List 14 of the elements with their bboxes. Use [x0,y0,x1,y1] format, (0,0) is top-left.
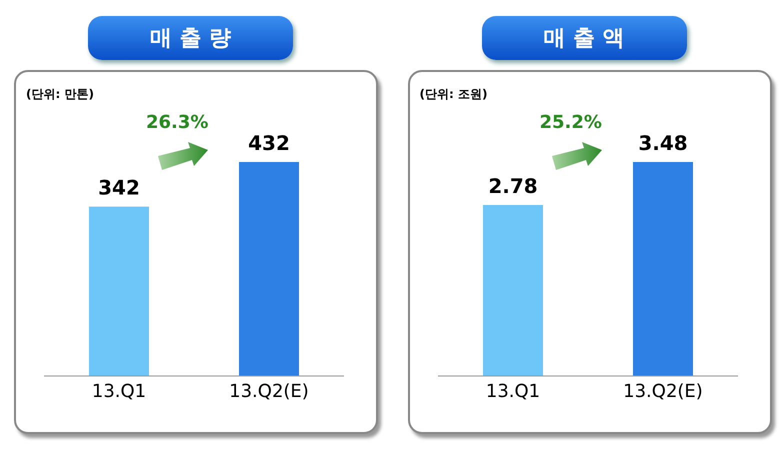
data-label: 342 [98,176,140,200]
x-tick-label: 13.Q2(E) [229,380,309,402]
text: (단위: 만톤) [26,86,94,103]
data-label: 432 [248,131,290,155]
x-tick-label: 13.Q1 [92,380,146,402]
data-label: 2.78 [488,174,538,198]
text: 26.3% [146,112,208,133]
x-tick-label: 13.Q2(E) [622,380,702,402]
data-label: 3.48 [638,131,688,155]
text: 25.2% [540,112,602,133]
x-tick-label: 13.Q1 [485,380,540,402]
chart-title: 매 출 량 [88,16,293,60]
chart-title: 매 출 액 [482,16,686,60]
text: (단위: 조원) [420,86,488,103]
